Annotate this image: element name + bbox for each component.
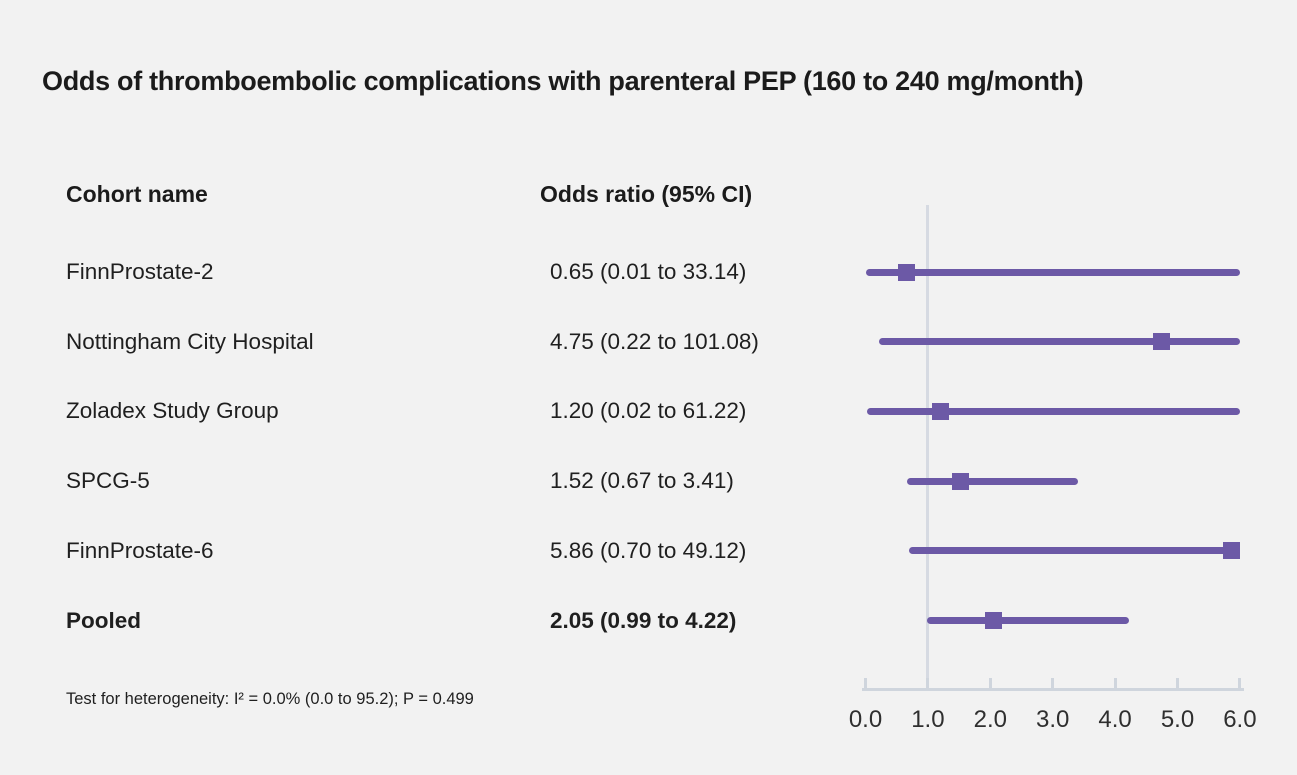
x-axis-tick-label: 3.0 xyxy=(1036,706,1070,733)
cohort-name: FinnProstate-6 xyxy=(66,537,214,563)
odds-ratio-marker xyxy=(897,263,915,281)
confidence-interval-line xyxy=(866,407,1240,415)
odds-ratio-value: 4.75 (0.22 to 101.08) xyxy=(550,328,759,354)
x-axis-tick-label: 4.0 xyxy=(1098,706,1132,733)
x-axis-tick xyxy=(1051,678,1055,688)
cohort-name: Pooled xyxy=(66,607,142,633)
x-axis-line xyxy=(861,688,1244,691)
confidence-interval-line xyxy=(907,477,1079,485)
x-axis-tick xyxy=(988,678,992,688)
chart-title: Odds of thromboembolic complications wit… xyxy=(42,66,1084,96)
x-axis-tick xyxy=(1238,678,1242,688)
x-axis-tick xyxy=(1176,678,1179,688)
confidence-interval-line xyxy=(879,338,1240,346)
cohort-name: SPCG-5 xyxy=(66,468,150,494)
x-axis-tick-label: 1.0 xyxy=(911,706,945,733)
cohort-name: FinnProstate-2 xyxy=(66,259,214,284)
odds-ratio-marker xyxy=(1222,542,1240,560)
cohort-name: Zoladex Study Group xyxy=(66,398,279,424)
x-axis-tick-label: 0.0 xyxy=(848,706,883,733)
x-axis-tick-label: 5.0 xyxy=(1160,706,1195,733)
odds-ratio-value: 2.05 (0.99 to 4.22) xyxy=(550,607,737,633)
x-axis-tick-label: 2.0 xyxy=(973,706,1007,733)
x-axis-tick xyxy=(926,678,930,688)
odds-ratio-value: 5.86 (0.70 to 49.12) xyxy=(550,537,747,563)
odds-ratio-marker xyxy=(984,612,1002,629)
column-header-cohort-name: Cohort name xyxy=(66,181,208,207)
odds-ratio-marker xyxy=(951,472,969,490)
odds-ratio-marker xyxy=(931,402,949,420)
odds-ratio-value: 1.20 (0.02 to 61.22) xyxy=(550,398,747,424)
column-header-odds-ratio: Odds ratio (95% CI) xyxy=(540,181,753,207)
odds-ratio-value: 0.65 (0.01 to 33.14) xyxy=(550,259,747,284)
odds-ratio-value: 1.52 (0.67 to 3.41) xyxy=(550,468,734,494)
x-axis-tick xyxy=(1113,678,1117,688)
x-axis-tick-label: 6.0 xyxy=(1223,706,1257,733)
confidence-interval-line xyxy=(909,547,1240,555)
heterogeneity-footnote: Test for heterogeneity: I² = 0.0% (0.0 t… xyxy=(66,690,474,708)
confidence-interval-line xyxy=(866,268,1240,276)
odds-ratio-marker xyxy=(1153,333,1171,351)
reference-line-or-1 xyxy=(926,205,930,691)
x-axis-tick xyxy=(864,678,867,688)
cohort-name: Nottingham City Hospital xyxy=(66,328,314,354)
confidence-interval-line xyxy=(927,617,1129,624)
